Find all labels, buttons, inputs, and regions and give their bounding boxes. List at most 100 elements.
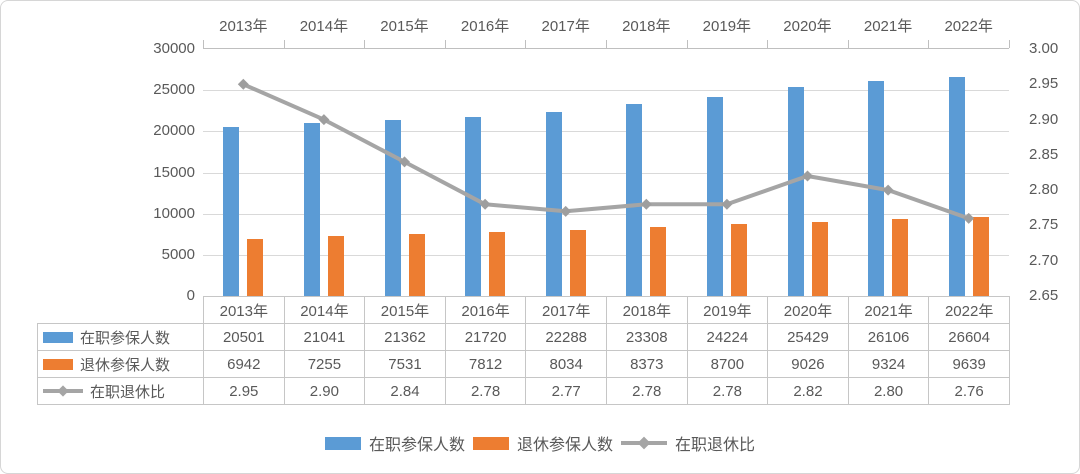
- legend-swatch-blue-icon: [324, 436, 361, 450]
- table-year-header: 2019年: [686, 296, 769, 324]
- table-value-cell: 2.78: [605, 377, 688, 405]
- bar-退休参保人数: [892, 219, 908, 296]
- ratio-line-series: [237, 78, 975, 224]
- data-table: 2013年 2014年 2015年 2016年 2017年 2018年 2019年 2020年…: [37, 296, 1010, 405]
- table-row: 退休参保人数 6942 7255 7531 7812 8034 8373 8700 9026 93…: [37, 350, 1010, 378]
- bar-退休参保人数: [812, 222, 828, 296]
- y-axis-left-tick-label: 0: [186, 287, 195, 304]
- diamond-icon: [57, 385, 69, 397]
- bar-退休参保人数: [570, 230, 586, 296]
- legend-label: 在职参保人数: [368, 437, 465, 454]
- bar-退休参保人数: [731, 224, 747, 296]
- table-row: 在职参保人数 20501 21041 21362 21720 22288 23308 2422…: [37, 323, 1010, 351]
- table-year-header: 2016年: [444, 296, 527, 324]
- table-value-cell: 21041: [283, 323, 366, 351]
- x-axis-label: 2016年: [460, 18, 510, 35]
- line-marker-diamond: [479, 198, 491, 210]
- bar-退休参保人数: [409, 234, 425, 296]
- x-axis-tick: [203, 40, 204, 48]
- x-axis-label: 2015年: [380, 18, 429, 35]
- x-axis-tick: [525, 40, 527, 48]
- x-axis-label: 2020年: [783, 18, 832, 35]
- y-axis-right-tick-label: 2.80: [1029, 181, 1059, 198]
- bar-在职参保人数: [949, 77, 965, 296]
- bar-在职参保人数: [465, 117, 481, 296]
- legend-item-在职参保人数: 在职参保人数: [324, 431, 465, 455]
- table-value-cell: 8700: [686, 350, 769, 378]
- bar-在职参保人数: [788, 87, 804, 296]
- bar-退休参保人数: [489, 232, 505, 296]
- table-value-cell: 21720: [444, 323, 527, 351]
- y-axis-right-tick-label: 2.95: [1029, 75, 1059, 92]
- table-value-cell: 22288: [525, 323, 607, 351]
- table-value-cell: 2.77: [525, 377, 607, 405]
- legend-swatch-orange-icon: [43, 358, 73, 370]
- line-marker-diamond: [882, 184, 894, 196]
- table-value-cell: 7255: [283, 350, 366, 378]
- x-axis-label: 2019年: [702, 18, 752, 35]
- line-marker-diamond: [560, 205, 572, 217]
- table-year-header: 2017年: [525, 296, 607, 324]
- line-marker-diamond: [237, 78, 249, 90]
- gridline: [203, 131, 1009, 132]
- line-marker-diamond: [802, 170, 813, 182]
- legend-swatch-orange-icon: [472, 436, 509, 450]
- table-value-cell: 9026: [767, 350, 849, 378]
- table-year-header: 2020年: [767, 296, 849, 324]
- y-axis-right-tick-label: 2.65: [1029, 287, 1059, 304]
- table-value-cell: 2.95: [203, 377, 285, 405]
- table-year-header: 2014年: [283, 296, 366, 324]
- table-value-cell: 9324: [847, 350, 930, 378]
- x-axis-line: [203, 40, 1010, 49]
- table-year-header: 2018年: [605, 296, 688, 324]
- x-axis-tick: [606, 40, 607, 48]
- bar-退休参保人数: [650, 227, 666, 296]
- y-axis-left-tick-label: 5000: [161, 246, 195, 263]
- table-year-header: 2013年: [203, 296, 285, 324]
- table-value-cell: 25429: [767, 323, 849, 351]
- table-value-cell: 2.80: [847, 377, 930, 405]
- line-marker-diamond: [640, 198, 652, 210]
- x-axis-label: 2013年: [219, 18, 268, 35]
- bar-在职参保人数: [546, 112, 562, 296]
- table-row-label: 在职参保人数: [37, 323, 204, 351]
- table-value-cell: 7812: [444, 350, 527, 378]
- x-axis-label: 2014年: [299, 18, 349, 35]
- table-value-cell: 26604: [928, 323, 1010, 351]
- table-year-header: 2022年: [928, 296, 1010, 324]
- legend-swatch-blue-icon: [43, 331, 73, 343]
- y-axis-left-tick-label: 10000: [153, 205, 195, 222]
- y-axis-left: 30000 25000 20000 15000 10000 5000 0: [131, 40, 195, 304]
- series-name: 在职参保人数: [80, 329, 171, 347]
- series-name: 在职退休比: [90, 383, 166, 401]
- bar-在职参保人数: [304, 123, 320, 296]
- table-value-cell: 2.82: [767, 377, 849, 405]
- table-value-cell: 6942: [203, 350, 285, 378]
- table-value-cell: 20501: [203, 323, 285, 351]
- bar-在职参保人数: [626, 104, 642, 296]
- x-axis-tick: [686, 40, 688, 48]
- legend-line-marker-icon: [621, 436, 667, 450]
- x-axis-label: 2017年: [541, 18, 590, 35]
- table-value-cell: 26106: [847, 323, 930, 351]
- table-corner-cell: [38, 297, 204, 324]
- y-axis-right-tick-label: 2.90: [1029, 111, 1059, 128]
- legend-line-marker-icon: [43, 385, 83, 397]
- table-row: 在职退休比 2.95 2.90 2.84 2.78 2.77 2.78 2.78 2.82 2.8…: [37, 377, 1010, 405]
- table-row-label-inner: 在职参保人数: [39, 327, 203, 348]
- series-name: 退休参保人数: [80, 356, 171, 374]
- table-value-cell: 8373: [605, 350, 688, 378]
- table-value-cell: 21362: [364, 323, 446, 351]
- table-value-cell: 9639: [928, 350, 1010, 378]
- line-marker-diamond: [721, 198, 733, 210]
- gridline: [203, 214, 1009, 215]
- x-axis-tick: [1009, 40, 1010, 48]
- table-year-header: 2015年: [364, 296, 446, 324]
- ratio-line: [242, 82, 970, 221]
- diamond-icon: [637, 436, 651, 450]
- table-value-cell: 2.90: [283, 377, 366, 405]
- legend-item-退休参保人数: 退休参保人数: [472, 431, 613, 455]
- x-axis-tick: [847, 40, 849, 48]
- table-row-label: 在职退休比: [37, 377, 204, 405]
